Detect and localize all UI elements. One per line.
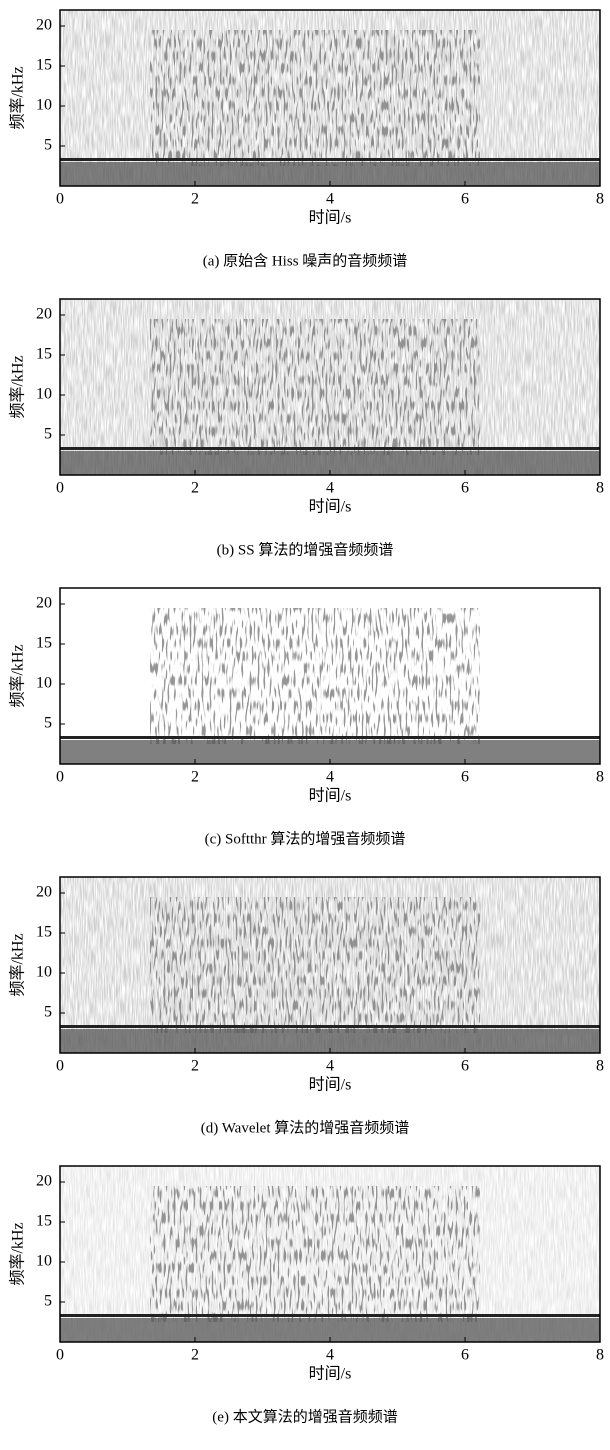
spectrogram-notes	[150, 897, 480, 1033]
y-tick-label: 20	[36, 595, 52, 612]
spectrogram-panel: 0 2 4 6 8 5 10 15 20 时间/s 频率/kHz (d) Wavelet 算法的增强音…	[9, 876, 604, 1136]
spectrogram-notes	[150, 319, 480, 455]
caption: (c) Softthr 算法的增强音频频谱	[205, 829, 406, 847]
x-axis-label: 时间/s	[309, 1076, 352, 1094]
y-tick-label: 20	[36, 1173, 52, 1190]
x-axis-label: 时间/s	[309, 209, 352, 227]
x-tick-label: 6	[461, 191, 469, 208]
spectrogram-panel: 0 2 4 6 8 5 10 15 20 时间/s 频率/kHz (c) Softthr 算法的增强音…	[9, 587, 604, 847]
x-tick-label: 4	[326, 191, 334, 208]
y-tick-label: 15	[36, 346, 52, 363]
x-tick-label: 4	[326, 480, 334, 497]
x-tick-label: 2	[191, 480, 199, 497]
y-tick-label: 5	[44, 426, 52, 443]
x-tick-label: 0	[56, 480, 64, 497]
y-tick-label: 10	[36, 97, 52, 114]
spectrogram-panel: 0 2 4 6 8 5 10 15 20 时间/s 频率/kHz (a) 原始含 Hiss 噪声的音频…	[9, 9, 604, 269]
x-tick-label: 6	[461, 1058, 469, 1075]
y-tick-label: 20	[36, 884, 52, 901]
caption: (e) 本文算法的增强音频频谱	[212, 1407, 397, 1425]
x-tick-label: 6	[461, 480, 469, 497]
y-tick-label: 10	[36, 675, 52, 692]
x-tick-label: 4	[326, 1347, 334, 1364]
spectrogram-notes	[150, 608, 480, 744]
x-axis-label: 时间/s	[309, 1365, 352, 1383]
y-tick-label: 5	[44, 137, 52, 154]
spectrogram-low-line	[60, 447, 600, 450]
spectrogram-notes	[150, 1186, 480, 1322]
spectrogram-image	[60, 10, 600, 186]
x-tick-label: 2	[191, 1058, 199, 1075]
x-tick-label: 8	[596, 1058, 604, 1075]
y-axis-label: 频率/kHz	[9, 1222, 27, 1285]
y-tick-label: 15	[36, 924, 52, 941]
x-axis-label: 时间/s	[309, 787, 352, 805]
x-tick-label: 2	[191, 769, 199, 786]
spectrogram-low-line	[60, 1314, 600, 1317]
x-tick-label: 4	[326, 1058, 334, 1075]
x-tick-label: 6	[461, 1347, 469, 1364]
x-axis-label: 时间/s	[309, 498, 352, 516]
spectrogram-panel: 0 2 4 6 8 5 10 15 20 时间/s 频率/kHz (b) SS 算法的增强音频频谱	[9, 298, 604, 558]
spectrogram-low-line	[60, 736, 600, 739]
y-tick-label: 20	[36, 17, 52, 34]
y-axis-label: 频率/kHz	[9, 933, 27, 996]
x-tick-label: 0	[56, 1058, 64, 1075]
y-axis-label: 频率/kHz	[9, 355, 27, 418]
y-tick-label: 10	[36, 386, 52, 403]
spectrogram-image	[60, 588, 600, 764]
x-tick-label: 8	[596, 191, 604, 208]
y-tick-label: 5	[44, 1293, 52, 1310]
caption: (a) 原始含 Hiss 噪声的音频频谱	[203, 251, 408, 269]
y-tick-label: 15	[36, 57, 52, 74]
x-tick-label: 8	[596, 480, 604, 497]
x-tick-label: 8	[596, 769, 604, 786]
spectrogram-image	[60, 877, 600, 1053]
spectrogram-image	[60, 299, 600, 475]
spectrogram-low-line	[60, 1025, 600, 1028]
x-tick-label: 0	[56, 1347, 64, 1364]
x-tick-label: 2	[191, 1347, 199, 1364]
y-tick-label: 5	[44, 1004, 52, 1021]
y-axis-label: 频率/kHz	[9, 66, 27, 129]
y-tick-label: 10	[36, 964, 52, 981]
x-tick-label: 4	[326, 769, 334, 786]
x-tick-label: 0	[56, 191, 64, 208]
caption: (d) Wavelet 算法的增强音频频谱	[201, 1118, 410, 1136]
y-tick-label: 15	[36, 1213, 52, 1230]
y-tick-label: 10	[36, 1253, 52, 1270]
spectrogram-panel: 0 2 4 6 8 5 10 15 20 时间/s 频率/kHz (e) 本文算法的增强音频频谱	[9, 1165, 604, 1425]
x-tick-label: 0	[56, 769, 64, 786]
spectrogram-low-line	[60, 158, 600, 161]
y-tick-label: 15	[36, 635, 52, 652]
y-tick-label: 5	[44, 715, 52, 732]
spectrogram-notes	[150, 30, 480, 166]
y-axis-label: 频率/kHz	[9, 644, 27, 707]
spectrogram-image	[60, 1166, 600, 1342]
y-tick-label: 20	[36, 306, 52, 323]
x-tick-label: 6	[461, 769, 469, 786]
x-tick-label: 8	[596, 1347, 604, 1364]
caption: (b) SS 算法的增强音频频谱	[217, 540, 394, 558]
x-tick-label: 2	[191, 191, 199, 208]
